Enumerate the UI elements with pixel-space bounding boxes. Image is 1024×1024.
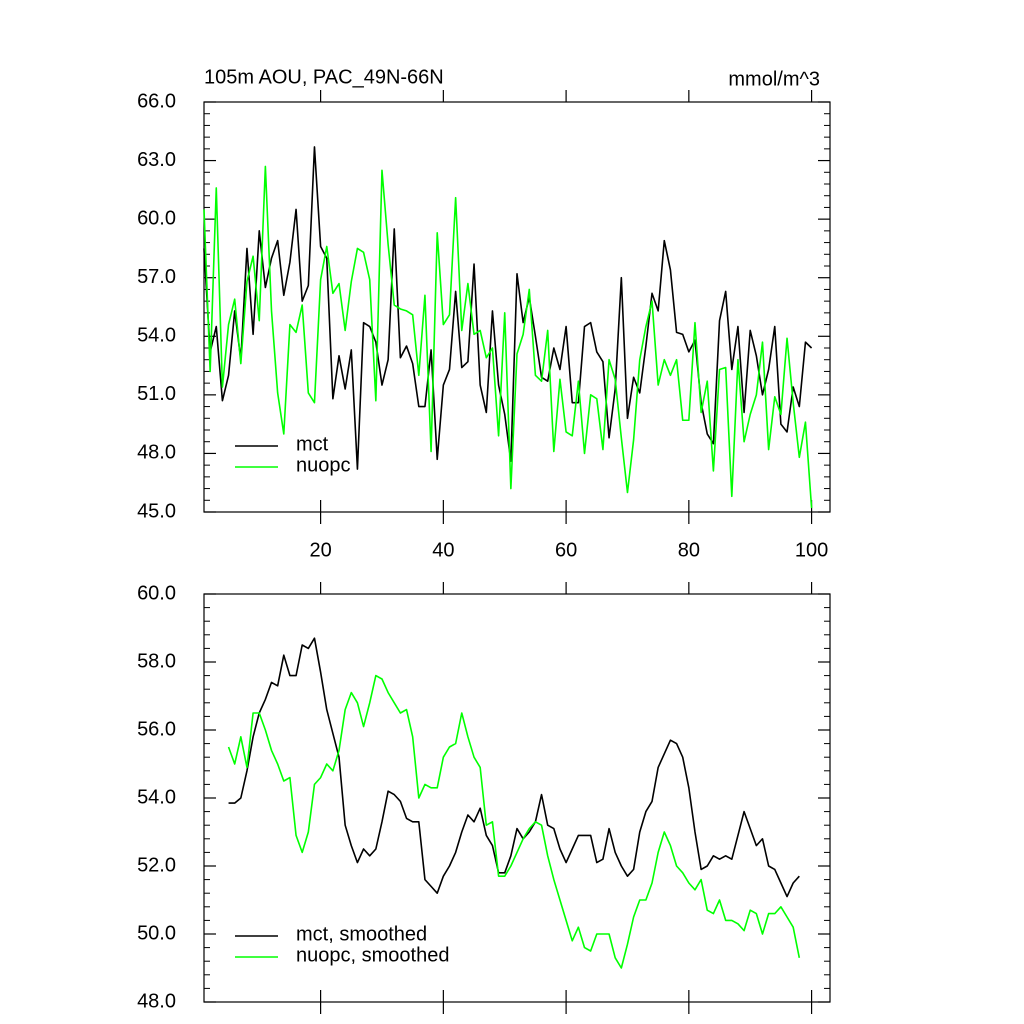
y-tick-label: 56.0: [137, 718, 176, 740]
y-tick-label: 54.0: [137, 325, 176, 347]
data-line: [203, 165, 813, 509]
y-tick-label: 60.0: [137, 207, 176, 229]
legend-label: mct: [296, 433, 329, 455]
x-tick-label: 40: [432, 539, 454, 561]
y-tick-label: 63.0: [137, 149, 176, 171]
x-tick-label: 60: [555, 539, 577, 561]
y-tick-label: 57.0: [137, 266, 176, 288]
y-tick-label: 45.0: [137, 500, 176, 522]
legend-label: mct, smoothed: [296, 923, 427, 945]
y-tick-label: 48.0: [137, 442, 176, 464]
y-tick-label: 54.0: [137, 786, 176, 808]
x-tick-label: 80: [678, 539, 700, 561]
y-tick-label: 52.0: [137, 854, 176, 876]
data-line: [228, 637, 800, 898]
x-tick-label: 20: [309, 539, 331, 561]
legend-label: nuopc, smoothed: [296, 944, 449, 966]
y-tick-label: 48.0: [137, 990, 176, 1012]
y-tick-label: 60.0: [137, 582, 176, 604]
data-line: [227, 674, 801, 969]
data-line: [203, 146, 813, 470]
x-tick-label: 100: [795, 539, 828, 561]
legend-label: nuopc: [296, 454, 351, 476]
chart-title: 105m AOU, PAC_49N-66N: [204, 66, 444, 88]
y-tick-label: 51.0: [137, 383, 176, 405]
plot-frame: [203, 101, 831, 513]
y-tick-label: 66.0: [137, 90, 176, 112]
units-label: mmol/m^3: [728, 68, 820, 90]
y-tick-label: 50.0: [137, 922, 176, 944]
y-tick-label: 58.0: [137, 650, 176, 672]
